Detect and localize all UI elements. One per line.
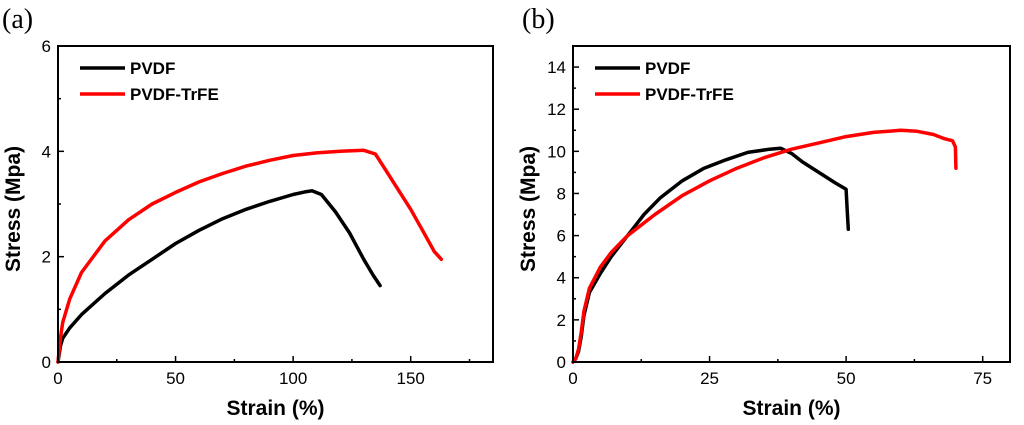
series-line-pvdf-trfe <box>571 128 958 364</box>
legend-label: PVDF-TrFE <box>130 85 219 104</box>
y-tick-label: 0 <box>42 353 51 372</box>
x-tick-label: 0 <box>568 369 577 388</box>
y-tick-label: 2 <box>42 248 51 267</box>
y-tick-label: 4 <box>42 142 51 161</box>
x-tick-label: 50 <box>166 369 185 388</box>
x-axis-title: Strain (%) <box>226 397 324 420</box>
y-tick-label: 2 <box>557 311 566 330</box>
y-tick-label: 6 <box>557 227 566 246</box>
x-axis-title: Strain (%) <box>742 397 840 420</box>
series-line-pvdf-trfe <box>56 148 444 364</box>
x-tick-label: 50 <box>837 369 856 388</box>
y-axis-title: Stress (Mpa) <box>2 146 25 272</box>
y-tick-label: 14 <box>547 58 566 77</box>
y-tick-label: 10 <box>547 142 566 161</box>
x-tick-label: 75 <box>973 369 992 388</box>
y-tick-label: 0 <box>557 353 566 372</box>
panel-label: (a) <box>2 4 33 35</box>
x-tick-label: 150 <box>397 369 425 388</box>
x-tick-label: 0 <box>53 369 62 388</box>
y-axis-title: Stress (Mpa) <box>517 146 540 272</box>
series-line-pvdf <box>56 189 382 364</box>
y-tick-label: 8 <box>557 184 566 203</box>
x-tick-label: 25 <box>700 369 719 388</box>
chart-panel-0: (a) 0 50 100 150 0 2 4 6 Strain (%) Stress (Mpa) PV… <box>2 4 494 420</box>
y-tick-label: 6 <box>42 37 51 56</box>
x-tick-label: 100 <box>279 369 307 388</box>
y-tick-label: 4 <box>557 269 566 288</box>
y-tick-label: 12 <box>547 100 566 119</box>
legend-label: PVDF <box>130 59 175 78</box>
legend-label: PVDF <box>645 59 690 78</box>
legend-label: PVDF-TrFE <box>645 85 734 104</box>
chart-panel-1: (b) 0 25 50 75 0 2 4 6 8 10 12 14 Strain (%) Stress (M… <box>517 4 1011 420</box>
panel-label: (b) <box>522 4 555 35</box>
plot-frame <box>572 45 1011 363</box>
